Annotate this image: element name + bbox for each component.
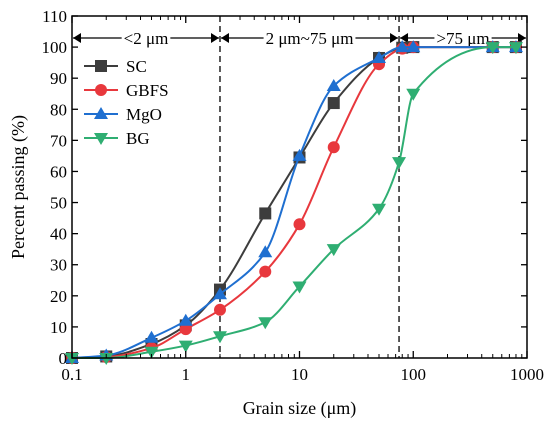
y-tick-label: 110 bbox=[42, 7, 67, 26]
data-point-bg bbox=[392, 157, 407, 170]
legend-item-gbfs: GBFS bbox=[84, 81, 169, 100]
data-point-bg bbox=[508, 42, 523, 55]
legend-marker bbox=[95, 60, 107, 72]
data-point-mgo bbox=[144, 330, 159, 343]
region-arrow-head bbox=[518, 33, 526, 43]
x-tick-label: 0.1 bbox=[61, 365, 82, 384]
y-tick-label: 0 bbox=[59, 349, 68, 368]
y-tick-label: 50 bbox=[50, 194, 67, 213]
data-point-mgo bbox=[178, 313, 193, 326]
region-label-background bbox=[263, 29, 356, 48]
data-point-bg bbox=[372, 203, 387, 216]
data-point-mgo bbox=[395, 40, 410, 53]
legend-marker bbox=[94, 107, 108, 119]
data-point-bg bbox=[65, 353, 79, 365]
y-axis-title: Percent passing (%) bbox=[8, 115, 29, 259]
x-axis-title: Grain size (μm) bbox=[243, 398, 357, 419]
data-point-gbfs bbox=[213, 303, 226, 316]
region-label: 2 μm~75 μm bbox=[266, 29, 354, 48]
data-point-mgo bbox=[292, 148, 307, 161]
data-point-mgo bbox=[372, 50, 387, 63]
data-point-bg bbox=[406, 88, 421, 101]
y-tick-label: 100 bbox=[42, 38, 68, 57]
y-tick-label: 70 bbox=[50, 131, 67, 150]
y-tick-label: 80 bbox=[50, 100, 67, 119]
y-tick-label: 20 bbox=[50, 287, 67, 306]
legend-label: BG bbox=[126, 129, 150, 148]
x-tick-label: 100 bbox=[401, 365, 427, 384]
legend-item-sc: SC bbox=[84, 57, 147, 76]
data-point-gbfs bbox=[327, 141, 340, 154]
data-point-bg bbox=[485, 42, 500, 55]
data-point-sc bbox=[259, 207, 272, 220]
data-point-bg bbox=[178, 340, 193, 353]
data-point-bg bbox=[144, 346, 159, 359]
region-arrow-head bbox=[400, 33, 409, 43]
legend-label: SC bbox=[126, 57, 147, 76]
x-tick-label: 1 bbox=[182, 365, 191, 384]
data-point-mgo bbox=[258, 245, 273, 258]
y-tick-label: 30 bbox=[50, 256, 67, 275]
region-label: <2 μm bbox=[124, 29, 169, 48]
data-point-mgo bbox=[212, 287, 227, 300]
x-tick-label: 1000 bbox=[510, 365, 544, 384]
legend: SC GBFS MgO BG bbox=[84, 57, 169, 148]
data-point-bg bbox=[212, 331, 227, 344]
data-point-bg bbox=[99, 353, 114, 365]
data-point-gbfs bbox=[293, 218, 306, 231]
region-label: >75 μm bbox=[436, 29, 489, 48]
data-point-mgo bbox=[326, 78, 341, 91]
region-label-background bbox=[434, 29, 492, 48]
x-tick-label: 10 bbox=[291, 365, 308, 384]
plot-area: <2 μm 2 μm~75 μm >75 μm bbox=[65, 16, 526, 365]
region-label-background bbox=[121, 29, 171, 48]
region-arrow-head bbox=[73, 33, 81, 43]
data-point-bg bbox=[292, 281, 307, 294]
data-point-gbfs bbox=[259, 265, 272, 278]
legend-marker bbox=[95, 84, 107, 96]
region-arrow-head bbox=[210, 33, 219, 43]
data-point-bg bbox=[258, 317, 273, 330]
legend-label: GBFS bbox=[126, 81, 169, 100]
region-arrow-head bbox=[220, 33, 229, 43]
legend-item-bg: BG bbox=[84, 129, 150, 148]
region-arrow-head bbox=[390, 33, 399, 43]
data-point-sc bbox=[327, 97, 340, 110]
y-tick-label: 40 bbox=[50, 225, 67, 244]
data-point-gbfs bbox=[179, 323, 192, 336]
y-tick-label: 60 bbox=[50, 162, 67, 181]
legend-marker bbox=[94, 133, 108, 145]
legend-label: MgO bbox=[126, 105, 162, 124]
data-point-mgo bbox=[406, 40, 421, 53]
y-tick-label: 90 bbox=[50, 69, 67, 88]
legend-item-mgo: MgO bbox=[84, 105, 162, 124]
data-point-bg bbox=[326, 244, 341, 257]
y-tick-label: 10 bbox=[50, 318, 67, 337]
